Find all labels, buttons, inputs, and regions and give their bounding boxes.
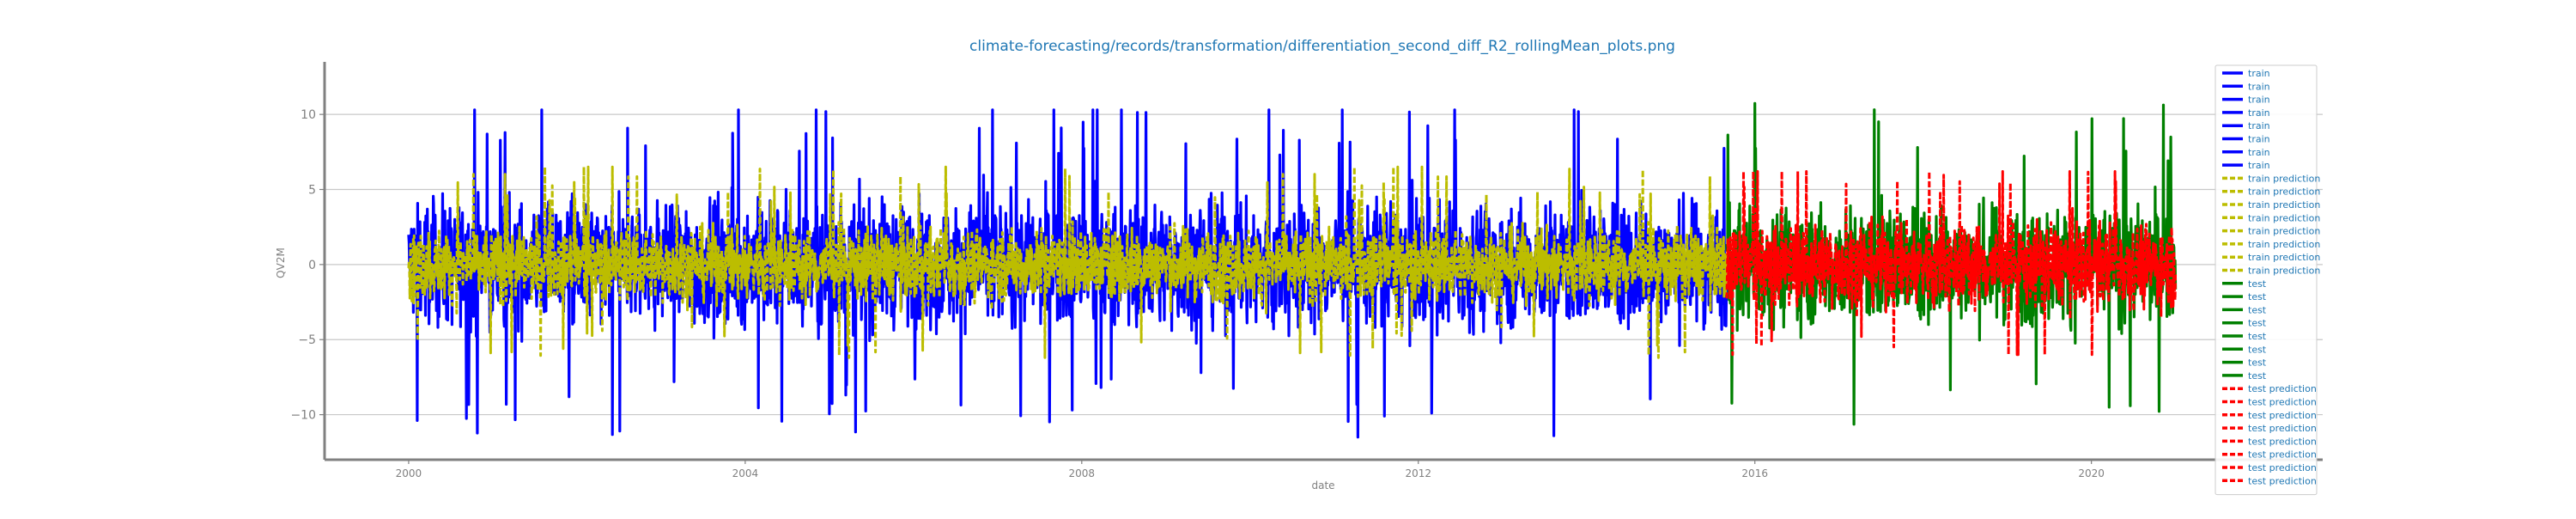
legend-label: train [2248,147,2270,158]
legend-label: train [2248,107,2270,119]
legend-label: test [2248,344,2267,355]
x-tick-label: 2000 [396,467,422,479]
legend-label: test prediction [2248,410,2317,421]
chart-title: climate-forecasting/records/transformati… [969,38,1675,55]
legend-label: train prediction [2248,266,2320,277]
legend-label: train prediction [2248,212,2320,223]
legend-label: train [2248,134,2270,145]
legend-label: test prediction [2248,462,2317,473]
legend-label: test [2248,357,2267,369]
y-tick-label: −5 [298,333,316,347]
x-tick-label: 2008 [1069,467,1096,479]
legend-label: test [2248,304,2267,315]
y-tick-label: 0 [308,259,316,272]
legend-label: train [2248,120,2270,131]
legend-label: train [2248,160,2270,171]
axes: 10 5 0 −5 −10 2000 2004 2008 2012 2016 2020 [290,62,2323,479]
legend-label: test [2248,291,2267,302]
x-axis-label: date [1311,479,1334,492]
x-tick-label: 2012 [1405,467,1431,479]
legend-label: test prediction [2248,383,2317,394]
y-axis-label: QV2M [275,247,287,278]
legend-label: test prediction [2248,449,2317,461]
legend-label: train prediction [2248,186,2320,198]
series-line-test-pred [1725,170,2178,357]
y-tick-label: 10 [301,108,316,122]
series-line-train-pred [407,165,1728,359]
legend-label: train prediction [2248,199,2320,211]
legend-label: test [2248,370,2267,382]
legend-label: train prediction [2248,226,2320,237]
legend-label: test prediction [2248,436,2317,447]
y-tick-label: 5 [308,184,316,198]
legend-label: test prediction [2248,397,2317,408]
legend: traintraintraintraintraintraintraintrain… [2215,64,2320,496]
x-tick-label: 2016 [1741,467,1768,479]
legend-label: test prediction [2248,475,2317,486]
legend-label: train prediction [2248,239,2320,250]
legend-label: train [2248,95,2270,106]
legend-label: test [2248,331,2267,342]
legend-label: train [2248,81,2270,92]
legend-label: train prediction [2248,252,2320,263]
x-tick-label: 2004 [732,467,759,479]
x-tick-label: 2020 [2078,467,2105,479]
legend-label: train prediction [2248,173,2320,184]
series-layer [407,101,2178,439]
legend-label: test [2248,318,2267,329]
y-tick-label: −10 [290,409,316,423]
legend-label: test [2248,278,2267,290]
legend-label: train [2248,68,2270,79]
legend-label: test prediction [2248,423,2317,434]
